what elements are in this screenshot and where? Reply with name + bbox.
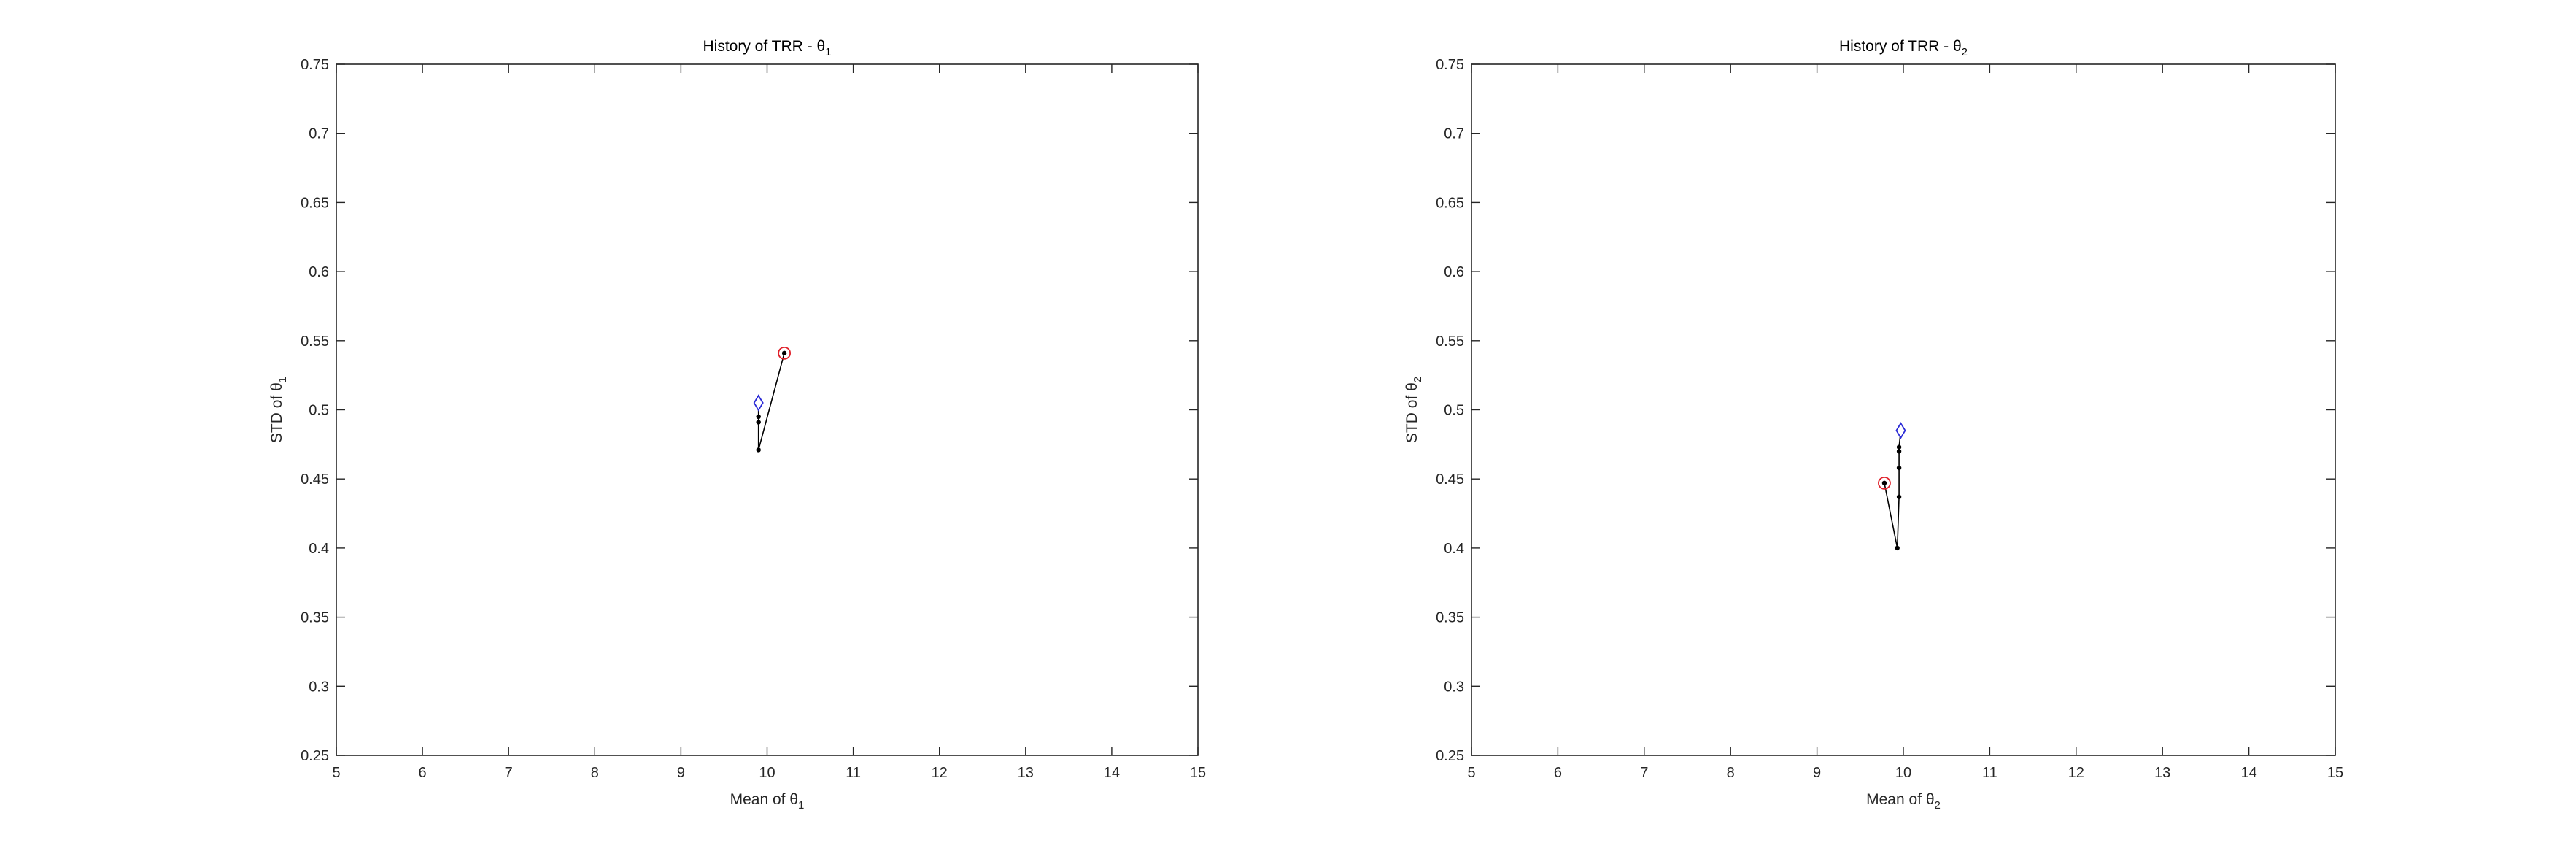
y-tick-label: 0.75 — [1436, 57, 1464, 73]
x-tick-label: 15 — [2327, 765, 2343, 781]
y-tick-label: 0.7 — [309, 126, 329, 142]
start-marker-circle — [778, 346, 792, 360]
y-tick-label: 0.6 — [309, 264, 329, 280]
y-tick-label: 0.3 — [309, 679, 329, 695]
x-tick-label: 12 — [2068, 765, 2084, 781]
chart-title-subscript: 1 — [825, 46, 831, 58]
end-marker-diamond — [1895, 422, 1906, 439]
y-axis-label-subscript: 1 — [276, 377, 289, 382]
y-tick-label: 0.65 — [1436, 195, 1464, 211]
data-point — [756, 414, 761, 420]
x-tick-label: 8 — [1727, 765, 1735, 781]
x-tick-label: 7 — [1640, 765, 1648, 781]
x-tick-label: 10 — [1895, 765, 1911, 781]
x-tick-label: 12 — [932, 765, 948, 781]
y-axis-label: STD of θ2 — [1404, 377, 1424, 443]
plot-area — [336, 63, 1199, 756]
x-axis-label-prefix: Mean of — [1866, 791, 1926, 808]
end-marker-diamond — [753, 394, 764, 412]
x-tick-label: 15 — [1190, 765, 1206, 781]
x-tick-label: 8 — [591, 765, 599, 781]
data-point — [1896, 465, 1902, 471]
y-tick-label: 0.4 — [1444, 541, 1464, 557]
y-axis-label-prefix: STD of — [268, 391, 285, 443]
chart-title-prefix: History of TRR - — [1839, 38, 1953, 55]
y-axis-label-symbol: θ — [268, 382, 285, 391]
y-tick-label: 0.35 — [301, 610, 329, 626]
y-axis-label-prefix: STD of — [1404, 391, 1420, 443]
data-point — [1896, 444, 1902, 450]
x-tick-label: 13 — [2154, 765, 2170, 781]
y-axis-label: STD of θ1 — [268, 377, 289, 443]
chart-panel-1: 5 6 7 8 9 10 11 12 13 14 150.250.30.350.40.450.50.… — [268, 38, 1206, 812]
data-point — [1895, 545, 1900, 551]
y-tick-label: 0.55 — [301, 334, 329, 350]
data-point — [756, 447, 761, 453]
y-axis-label-subscript: 2 — [1412, 377, 1424, 382]
y-tick-label: 0.4 — [309, 541, 329, 557]
chart-panel-2: 5 6 7 8 9 10 11 12 13 14 15 0.25 0.3 0.35 0.4 0.45 0.5 0.… — [1404, 38, 2343, 812]
x-tick-label: 6 — [1554, 765, 1562, 781]
start-marker-dot — [1881, 480, 1887, 485]
x-tick-label: 11 — [846, 765, 861, 781]
x-axis-label-subscript: 2 — [1935, 799, 1941, 812]
y-tick-label: 0.35 — [1436, 610, 1464, 626]
y-tick-label: 0.5 — [1444, 403, 1464, 419]
x-axis-label: Mean of θ1 — [730, 791, 805, 812]
y-tick-label: 0.7 — [1444, 126, 1464, 142]
y-tick-label: 0.45 — [1436, 471, 1464, 488]
x-axis-label-symbol: θ — [1926, 791, 1935, 808]
y-tick-label: 0.55 — [1436, 334, 1464, 350]
start-marker-circle — [1878, 476, 1891, 490]
x-axis-label: Mean of θ2 — [1866, 791, 1941, 812]
chart-title-prefix: History of TRR - — [703, 38, 817, 55]
chart-title-symbol: θ — [816, 38, 825, 55]
chart-title-symbol: θ — [1953, 38, 1962, 55]
chart-title: History of TRR - θ2 — [1839, 38, 1968, 58]
x-tick-label: 14 — [1104, 765, 1120, 781]
y-tick-label: 0.75 — [301, 57, 329, 73]
data-point — [756, 420, 761, 425]
y-tick-label: 0.6 — [1444, 264, 1464, 280]
data-point — [1896, 449, 1902, 454]
y-tick-label: 0.3 — [1444, 679, 1464, 695]
x-tick-label: 9 — [677, 765, 685, 781]
y-tick-label: 0.45 — [301, 471, 329, 488]
start-marker-dot — [782, 350, 787, 355]
y-axis-label-symbol: θ — [1404, 382, 1420, 391]
y-tick-label: 0.65 — [301, 195, 329, 211]
x-axis-label-symbol: θ — [789, 791, 798, 808]
x-tick-label: 5 — [1467, 765, 1475, 781]
x-tick-label: 7 — [505, 765, 513, 781]
data-point — [1896, 494, 1902, 500]
x-tick-label: 6 — [419, 765, 427, 781]
x-tick-label: 5 — [332, 765, 340, 781]
x-axis-label-prefix: Mean of — [730, 791, 790, 808]
chart-title: History of TRR - θ1 — [703, 38, 832, 58]
x-tick-label: 10 — [759, 765, 775, 781]
y-tick-label: 0.25 — [301, 748, 329, 764]
y-tick-label: 0.5 — [309, 403, 329, 419]
plot-area — [1471, 63, 2336, 756]
x-tick-label: 9 — [1813, 765, 1821, 781]
x-tick-label: 13 — [1018, 765, 1034, 781]
x-axis-label-subscript: 1 — [798, 799, 804, 812]
y-tick-label: 0.25 — [1436, 748, 1464, 764]
chart-title-subscript: 2 — [1962, 46, 1968, 58]
x-tick-label: 14 — [2240, 765, 2256, 781]
x-tick-label: 11 — [1982, 765, 1997, 781]
